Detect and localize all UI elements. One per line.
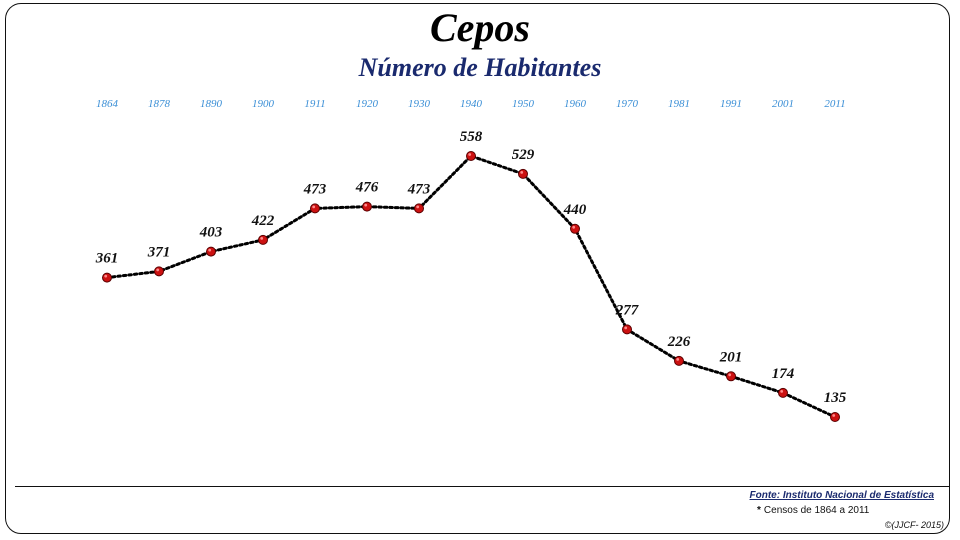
data-point-highlight bbox=[364, 203, 368, 207]
year-label-1900: 1900 bbox=[252, 98, 275, 110]
data-point-highlight bbox=[312, 205, 316, 209]
data-point-highlight bbox=[624, 326, 628, 330]
value-label-2011: 135 bbox=[824, 390, 847, 406]
data-point-highlight bbox=[468, 153, 472, 156]
data-point-highlight bbox=[156, 268, 160, 272]
data-point-highlight bbox=[780, 390, 784, 393]
data-point-highlight bbox=[416, 205, 420, 209]
data-point-1864 bbox=[102, 272, 112, 283]
census-note: * Censos de 1864 a 2011 bbox=[757, 505, 869, 516]
value-label-2001: 174 bbox=[772, 366, 795, 382]
data-point-highlight bbox=[572, 225, 576, 229]
year-label-1930: 1930 bbox=[408, 98, 431, 110]
year-label-1981: 1981 bbox=[668, 98, 690, 110]
value-label-1940: 558 bbox=[460, 129, 483, 145]
data-point-2001 bbox=[778, 387, 788, 398]
data-point-1890 bbox=[206, 246, 216, 257]
value-label-1911: 473 bbox=[303, 181, 327, 197]
data-point-highlight bbox=[728, 373, 732, 377]
data-point-1981 bbox=[674, 355, 684, 366]
value-label-1981: 226 bbox=[667, 334, 691, 350]
data-point-1920 bbox=[362, 201, 372, 212]
value-label-1930: 473 bbox=[407, 181, 431, 197]
year-label-1940: 1940 bbox=[460, 98, 483, 110]
data-point-highlight bbox=[208, 248, 212, 252]
year-label-1960: 1960 bbox=[564, 98, 587, 110]
year-label-1911: 1911 bbox=[304, 98, 325, 110]
value-label-1960: 440 bbox=[563, 202, 587, 218]
chart-title: Cepos bbox=[430, 5, 530, 50]
data-point-highlight bbox=[104, 274, 108, 278]
data-point-1940 bbox=[466, 151, 476, 161]
value-label-1950: 529 bbox=[512, 147, 535, 163]
source-note: Fonte: Instituto Nacional de Estatística bbox=[749, 490, 934, 501]
value-label-1900: 422 bbox=[251, 213, 275, 229]
note-mark: * bbox=[757, 505, 761, 516]
series-line bbox=[105, 154, 837, 419]
data-point-highlight bbox=[676, 358, 680, 361]
data-point-highlight bbox=[260, 237, 264, 240]
data-point-1991 bbox=[726, 371, 736, 382]
value-label-1970: 277 bbox=[615, 302, 639, 318]
note-text: Censos de 1864 a 2011 bbox=[763, 505, 870, 516]
data-point-1911 bbox=[310, 203, 320, 214]
chart-subtitle: Número de Habitantes bbox=[358, 53, 602, 82]
data-point-1960 bbox=[570, 223, 580, 234]
year-label-1878: 1878 bbox=[148, 98, 171, 110]
value-label-1878: 371 bbox=[147, 244, 171, 260]
data-point-1930 bbox=[414, 203, 424, 214]
year-label-1890: 1890 bbox=[200, 98, 223, 110]
year-label-2001: 2001 bbox=[772, 98, 794, 110]
year-label-1864: 1864 bbox=[96, 98, 119, 110]
footer-divider bbox=[15, 486, 950, 487]
year-label-1970: 1970 bbox=[616, 98, 639, 110]
value-label-1991: 201 bbox=[719, 349, 743, 365]
data-point-highlight bbox=[520, 171, 524, 174]
value-label-1890: 403 bbox=[199, 225, 223, 241]
data-point-2011 bbox=[830, 412, 840, 422]
data-point-1970 bbox=[622, 324, 632, 335]
year-label-2011: 2011 bbox=[824, 98, 845, 110]
value-label-1864: 361 bbox=[95, 251, 119, 267]
value-label-1920: 476 bbox=[355, 180, 379, 196]
credit: ©(JJCF- 2015) bbox=[884, 520, 944, 530]
data-point-1878 bbox=[154, 266, 164, 277]
year-label-1991: 1991 bbox=[720, 98, 742, 110]
year-label-1920: 1920 bbox=[356, 98, 379, 110]
data-point-1950 bbox=[518, 168, 528, 179]
data-point-1900 bbox=[258, 234, 268, 245]
data-point-highlight bbox=[832, 414, 836, 417]
year-label-1950: 1950 bbox=[512, 98, 535, 110]
